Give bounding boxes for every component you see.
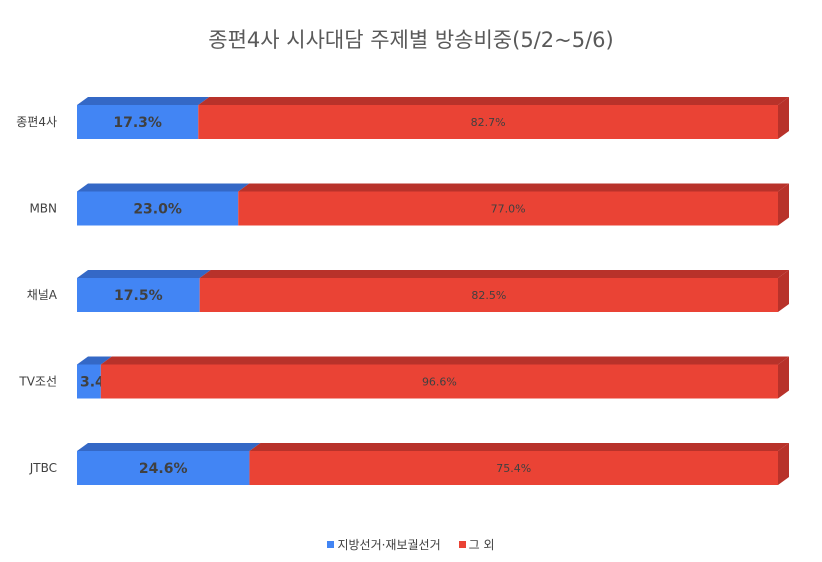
chart-legend: 지방선거·재보궐선거 그 외 xyxy=(0,536,822,553)
bar-top-election xyxy=(77,270,211,278)
bar-top-election xyxy=(77,443,261,451)
bar-election xyxy=(77,105,199,139)
legend-label-election: 지방선거·재보궐선거 xyxy=(337,538,441,552)
legend-swatch-election xyxy=(327,541,335,548)
bar-election xyxy=(77,451,250,485)
data-label-other: 82.7% xyxy=(471,116,506,129)
bar-top-other xyxy=(100,356,790,365)
bar-top-election xyxy=(77,97,210,105)
bar-election xyxy=(77,191,239,226)
bar-election xyxy=(77,278,200,312)
data-label-other: 77.0% xyxy=(491,203,526,216)
bar-other xyxy=(100,364,779,399)
data-label-other: 82.5% xyxy=(471,289,506,302)
data-label-other: 96.6% xyxy=(422,376,457,389)
bar-other xyxy=(249,451,779,485)
bar-top-other xyxy=(238,183,790,192)
category-label: 종편4사 xyxy=(16,115,57,129)
legend-item-election: 지방선거·재보궐선거 xyxy=(327,536,441,553)
chart-plot-area: 17.3% 82.7% 종편4사 23.0% 77.0% MBN 17.5% 82.5% 채널A… xyxy=(16,97,790,485)
bar-side-other xyxy=(778,443,789,485)
legend-item-other: 그 외 xyxy=(458,536,495,553)
bar-group: 17.3% 82.7% 종편4사 23.0% 77.0% MBN 17.5% 82.5% 채널A… xyxy=(16,97,790,485)
bar-side-other xyxy=(778,356,789,399)
bar-top-election xyxy=(77,183,250,192)
data-label-election: 23.0% xyxy=(133,202,182,218)
bar-top-election xyxy=(77,356,112,365)
legend-swatch-other xyxy=(458,541,466,548)
data-label-election: 24.6% xyxy=(139,461,188,477)
bar-side-other xyxy=(778,270,789,312)
bar-top-other xyxy=(198,97,789,105)
data-label-election: 17.5% xyxy=(114,288,163,304)
bar-other xyxy=(238,191,779,226)
bar-top-other xyxy=(199,270,790,278)
data-label-other: 75.4% xyxy=(496,462,531,475)
category-label: JTBC xyxy=(29,461,57,475)
legend-label-other: 그 외 xyxy=(468,538,495,552)
bar-side-other xyxy=(778,183,789,226)
data-label-election: 17.3% xyxy=(113,115,162,131)
bar-other xyxy=(199,278,779,312)
bar-side-other xyxy=(778,97,789,139)
category-label: TV조선 xyxy=(18,375,57,389)
chart-title: 종편4사 시사대담 주제별 방송비중(5/2~5/6) xyxy=(208,28,614,52)
bar-top-other xyxy=(249,443,790,451)
category-label: MBN xyxy=(29,202,57,216)
bar-election xyxy=(77,364,101,399)
category-label: 채널A xyxy=(27,288,58,302)
bar-other xyxy=(198,105,778,139)
